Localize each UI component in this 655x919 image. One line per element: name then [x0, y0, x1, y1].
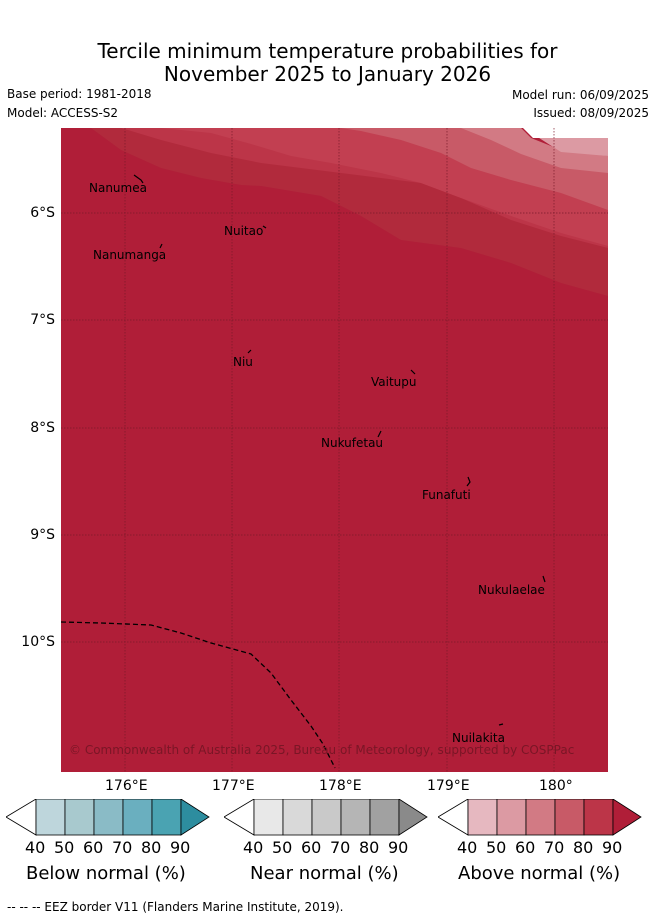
- label-vaitupu: Vaitupu: [371, 375, 417, 389]
- cb-above-tick-40: 40: [457, 838, 478, 857]
- lon-label-176e: 176°E: [105, 778, 148, 794]
- cb-below-50-60: [64, 799, 95, 836]
- island-shape-nukulaelae: [542, 575, 546, 583]
- cb-near-tick-50: 50: [272, 838, 293, 857]
- label-nanumanga: Nanumanga: [93, 248, 166, 262]
- cb-below-80-90: [151, 799, 182, 836]
- island-shape-nanumanga: [159, 243, 163, 249]
- cb-near-under-arrow: [224, 799, 255, 836]
- cb-below-tick-70: 70: [112, 838, 133, 857]
- cb-above-under-arrow: [438, 799, 469, 836]
- copyright-notice: © Commonwealth of Australia 2025, Bureau…: [69, 743, 574, 757]
- colorbar-below-normal: [6, 799, 210, 836]
- graticule: [61, 128, 608, 772]
- title-line-1: Tercile minimum temperature probabilitie…: [97, 39, 558, 63]
- cb-below-40-50: [35, 799, 66, 836]
- label-nanumea: Nanumea: [89, 181, 147, 195]
- island-shape-nuilakita: [498, 723, 504, 726]
- label-nuitao: Nuitao: [224, 224, 263, 238]
- cb-near-tick-70: 70: [330, 838, 351, 857]
- lon-label-180: 180°: [539, 778, 573, 794]
- island-shape-niu: [247, 349, 252, 354]
- cb-near-40-50: [253, 799, 284, 836]
- cb-above-tick-80: 80: [573, 838, 594, 857]
- lon-label-177e: 177°E: [212, 778, 255, 794]
- label-nukufetau: Nukufetau: [321, 436, 383, 450]
- label-nukulaelae: Nukulaelae: [478, 583, 545, 597]
- cb-near-70-80: [340, 799, 371, 836]
- cb-near-80-90: [369, 799, 400, 836]
- model-name: Model: ACCESS-S2: [7, 106, 119, 120]
- label-funafuti: Funafuti: [422, 488, 471, 502]
- lat-label-10s: 10°S: [21, 634, 55, 650]
- issued-date: Issued: 08/09/2025: [533, 106, 649, 120]
- cb-near-tick-40: 40: [243, 838, 264, 857]
- label-nuilakita: Nuilakita: [452, 731, 505, 745]
- cb-near-tick-80: 80: [359, 838, 380, 857]
- cb-below-tick-90: 90: [170, 838, 191, 857]
- cb-below-60-70: [93, 799, 124, 836]
- label-niu: Niu: [233, 355, 253, 369]
- base-period: Base period: 1981-2018: [7, 87, 152, 101]
- lat-label-9s: 9°S: [30, 527, 55, 543]
- island-shape-nanumea: [133, 174, 144, 184]
- cb-above-over-arrow: [612, 799, 642, 836]
- cb-below-70-80: [122, 799, 153, 836]
- cb-near-over-arrow: [398, 799, 428, 836]
- cb-below-over-arrow: [180, 799, 210, 836]
- lon-label-179e: 179°E: [427, 778, 470, 794]
- cb-below-tick-50: 50: [54, 838, 75, 857]
- no-data-area: [523, 128, 608, 138]
- cb-near-50-60: [282, 799, 313, 836]
- cb-above-50-60: [496, 799, 527, 836]
- island-outlines: [133, 174, 546, 726]
- cb-below-tick-40: 40: [25, 838, 46, 857]
- cb-below-tick-60: 60: [83, 838, 104, 857]
- island-labels: Nanumea Nuitao Nanumanga Niu Vaitupu Nuk…: [89, 181, 545, 745]
- island-shape-vaitupu: [410, 369, 416, 375]
- cb-above-tick-50: 50: [486, 838, 507, 857]
- cb-below-tick-80: 80: [141, 838, 162, 857]
- cb-above-40-50: [467, 799, 498, 836]
- cb-above-80-90: [583, 799, 614, 836]
- cb-near-60-70: [311, 799, 342, 836]
- island-shape-nukufetau: [377, 430, 382, 438]
- contour-band-60-70-outer: [161, 128, 608, 246]
- model-run-date: Model run: 06/09/2025: [511, 88, 649, 102]
- cb-above-70-80: [554, 799, 585, 836]
- cb-near-title: Near normal (%): [250, 863, 399, 884]
- island-shape-funafuti: [466, 476, 471, 487]
- lat-label-6s: 6°S: [30, 205, 55, 221]
- map-title: Tercile minimum temperature probabilitie…: [0, 40, 655, 86]
- title-line-2: November 2025 to January 2026: [163, 62, 492, 86]
- cb-near-tick-60: 60: [301, 838, 322, 857]
- cb-above-tick-60: 60: [515, 838, 536, 857]
- contour-band-50-60: [461, 128, 608, 173]
- cb-above-tick-70: 70: [544, 838, 565, 857]
- lon-label-178e: 178°E: [319, 778, 362, 794]
- cb-near-tick-90: 90: [388, 838, 409, 857]
- probability-map: Nanumea Nuitao Nanumanga Niu Vaitupu Nuk…: [61, 128, 608, 772]
- colorbar-above-normal: [438, 799, 642, 836]
- island-shape-nuitao: [262, 225, 267, 229]
- eez-border: [61, 621, 336, 769]
- cb-above-60-70: [525, 799, 556, 836]
- lat-label-7s: 7°S: [30, 312, 55, 328]
- cb-above-title: Above normal (%): [458, 863, 621, 884]
- colorbar-near-normal: [224, 799, 428, 836]
- cb-below-under-arrow: [6, 799, 37, 836]
- cb-below-title: Below normal (%): [26, 863, 186, 884]
- eez-source-footnote: -- -- -- EEZ border V11 (Flanders Marine…: [7, 900, 344, 914]
- cb-above-tick-90: 90: [602, 838, 623, 857]
- lat-label-8s: 8°S: [30, 420, 55, 436]
